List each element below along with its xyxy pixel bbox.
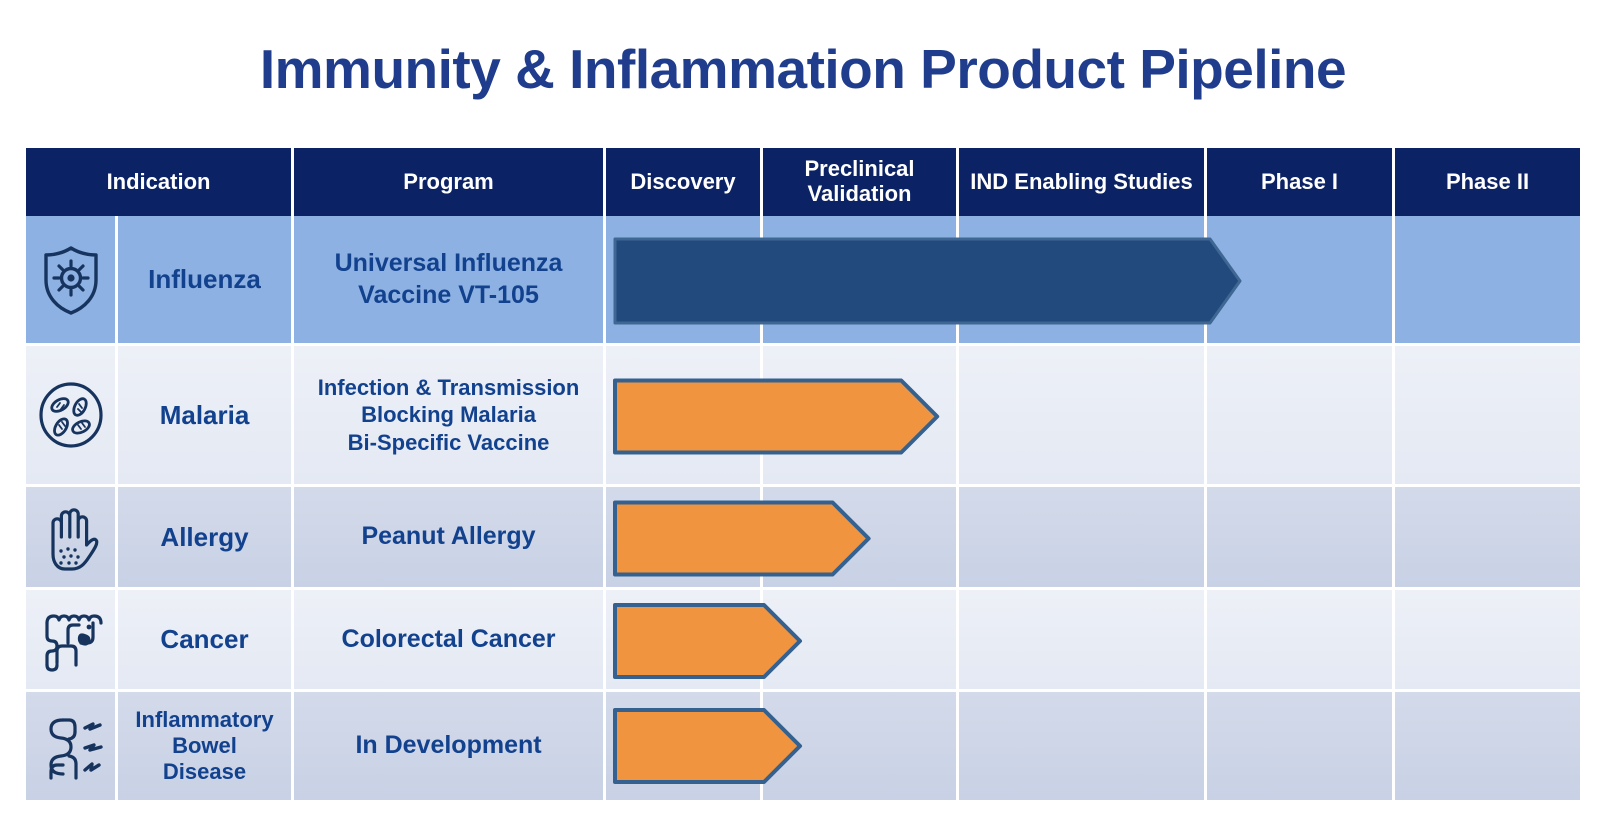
phase-cell-phase2-cancer — [1395, 590, 1581, 692]
indication-cell-cancer: Cancer — [118, 590, 295, 692]
parasite-cell-icon — [38, 382, 103, 448]
page-title: Immunity & Inflammation Product Pipeline — [259, 38, 1347, 100]
program-cell-malaria: Infection & Transmission Blocking Malari… — [294, 346, 607, 487]
table-header: Indication Program Discovery Preclinical… — [26, 148, 1581, 216]
indication-cell-malaria: Malaria — [118, 346, 295, 487]
intestine-inflammation-icon — [48, 718, 103, 780]
phase-cell-discovery-allergy — [606, 487, 764, 590]
indication-cell-allergy: Allergy — [118, 487, 295, 590]
hand-rash-icon — [50, 508, 98, 571]
indication-label: Influenza — [148, 264, 261, 295]
indication-icon-cell-ibd — [26, 692, 118, 800]
phase-cell-ind-allergy — [959, 487, 1208, 590]
program-line: Bi-Specific Vaccine — [347, 429, 550, 455]
indication-icon-cell-allergy — [26, 487, 118, 590]
program-label: Colorectal Cancer — [294, 620, 603, 659]
indication-line: Inflammatory — [135, 707, 274, 733]
phase-cell-phase2-influenza — [1395, 216, 1581, 346]
table-row-malaria: Malaria Infection & Transmission Blockin… — [26, 346, 1581, 487]
phase-cell-discovery-malaria — [606, 346, 764, 487]
phase-cell-phase1-ibd — [1207, 692, 1396, 800]
pipeline-table: Indication Program Discovery Preclinical… — [26, 148, 1581, 800]
program-cell-influenza: Universal Influenza Vaccine VT-105 — [294, 216, 607, 346]
phase-cell-preclinical-allergy — [763, 487, 960, 590]
indication-line: Bowel — [172, 733, 237, 759]
program-cell-ibd: In Development — [294, 692, 607, 800]
program-line: Colorectal Cancer — [341, 624, 556, 653]
column-header-preclinical-validation: Preclinical Validation — [763, 148, 960, 216]
phase-cell-discovery-ibd — [606, 692, 764, 800]
header-row: Indication Program Discovery Preclinical… — [26, 148, 1581, 216]
program-line: In Development — [355, 731, 542, 760]
indication-label: Cancer — [160, 624, 249, 655]
phase-cell-phase1-allergy — [1207, 487, 1396, 590]
program-line: Blocking Malaria — [361, 402, 536, 428]
program-line: Infection & Transmission — [317, 374, 580, 400]
column-header-indication: Indication — [26, 148, 295, 216]
indication-cell-ibd: Inflammatory Bowel Disease — [118, 692, 295, 800]
phase-cell-preclinical-malaria — [763, 346, 960, 487]
column-header-discovery: Discovery — [606, 148, 764, 216]
program-label: Infection & Transmission Blocking Malari… — [294, 370, 603, 461]
phase-cell-phase2-ibd — [1395, 692, 1581, 800]
indication-icon-cell-malaria — [26, 346, 118, 487]
program-label: Universal Influenza Vaccine VT-105 — [294, 244, 603, 315]
phase-cell-phase2-allergy — [1395, 487, 1581, 590]
phase-cell-ind-cancer — [959, 590, 1208, 692]
pipeline-table-container: Indication Program Discovery Preclinical… — [26, 148, 1581, 800]
indication-label: Inflammatory Bowel Disease — [118, 703, 291, 789]
phase-cell-preclinical-cancer — [763, 590, 960, 692]
phase-cell-preclinical-ibd — [763, 692, 960, 800]
indication-label: Malaria — [159, 399, 250, 430]
phase-cell-preclinical-influenza — [763, 216, 960, 346]
phase-cell-ind-malaria — [959, 346, 1208, 487]
indication-label: Allergy — [160, 521, 249, 552]
program-cell-allergy: Peanut Allergy — [294, 487, 607, 590]
table-row-inflammatory-bowel-disease: Inflammatory Bowel Disease In Developmen… — [26, 692, 1581, 800]
program-label: In Development — [294, 726, 603, 765]
table-row-allergy: Allergy Peanut Allergy — [26, 487, 1581, 590]
phase-cell-discovery-cancer — [606, 590, 764, 692]
phase-cell-phase1-cancer — [1207, 590, 1396, 692]
phase-cell-ind-influenza — [959, 216, 1208, 346]
table-body: Influenza Universal Influenza Vaccine VT… — [26, 216, 1581, 800]
phase-cell-phase1-influenza — [1207, 216, 1396, 346]
indication-icon-cell-cancer — [26, 590, 118, 692]
column-header-phase-1: Phase I — [1207, 148, 1396, 216]
indication-cell-influenza: Influenza — [118, 216, 295, 346]
program-line: Peanut Allergy — [361, 522, 536, 551]
indication-icon-cell-influenza — [26, 216, 118, 346]
colon-tumor-icon — [44, 613, 103, 672]
column-header-ind-enabling-studies: IND Enabling Studies — [959, 148, 1208, 216]
phase-cell-phase1-malaria — [1207, 346, 1396, 487]
column-header-phase-2: Phase II — [1395, 148, 1581, 216]
shield-virus-icon — [43, 245, 98, 315]
phase-cell-ind-ibd — [959, 692, 1208, 800]
program-label: Peanut Allergy — [294, 517, 603, 556]
column-header-program: Program — [294, 148, 607, 216]
phase-cell-discovery-influenza — [606, 216, 764, 346]
phase-cell-phase2-malaria — [1395, 346, 1581, 487]
program-cell-cancer: Colorectal Cancer — [294, 590, 607, 692]
program-line: Universal Influenza — [334, 249, 563, 278]
program-line: Vaccine VT-105 — [358, 280, 539, 309]
table-row-influenza: Influenza Universal Influenza Vaccine VT… — [26, 216, 1581, 346]
indication-line: Disease — [162, 758, 247, 784]
table-row-cancer: Cancer Colorectal Cancer — [26, 590, 1581, 692]
